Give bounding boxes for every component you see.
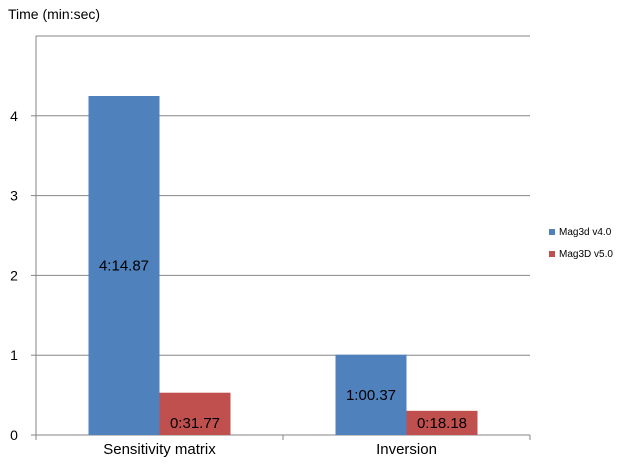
y-tick-label: 1	[10, 347, 18, 363]
data-labels: 4:14.87 1:00.37 0:31.77 0:18.18	[99, 258, 467, 432]
y-axis-title: Time (min:sec)	[8, 6, 100, 22]
x-category-label: Inversion	[376, 441, 437, 458]
y-tick-label: 0	[10, 427, 18, 443]
legend-swatch	[549, 251, 555, 257]
bar	[159, 392, 231, 435]
bars	[88, 96, 478, 436]
bar	[406, 410, 478, 435]
legend-swatch	[549, 229, 555, 235]
x-axis-ticks: Sensitivity matrix Inversion	[35, 435, 531, 458]
bar	[335, 354, 407, 435]
data-label: 0:31.77	[170, 415, 220, 432]
legend-label: Mag3D v5.0	[559, 249, 613, 260]
y-tick-label: 2	[10, 267, 18, 283]
data-label: 4:14.87	[99, 258, 149, 275]
x-category-label: Sensitivity matrix	[103, 441, 216, 458]
data-label: 1:00.37	[346, 387, 396, 404]
data-label: 0:18.18	[417, 415, 467, 432]
y-tick-label: 4	[10, 108, 18, 124]
y-axis-ticks: 0 1 2 3 4	[10, 108, 36, 443]
legend: Mag3d v4.0 Mag3D v5.0	[549, 227, 613, 260]
legend-label: Mag3d v4.0	[559, 227, 612, 238]
bar	[88, 96, 160, 436]
y-tick-label: 3	[10, 188, 18, 204]
